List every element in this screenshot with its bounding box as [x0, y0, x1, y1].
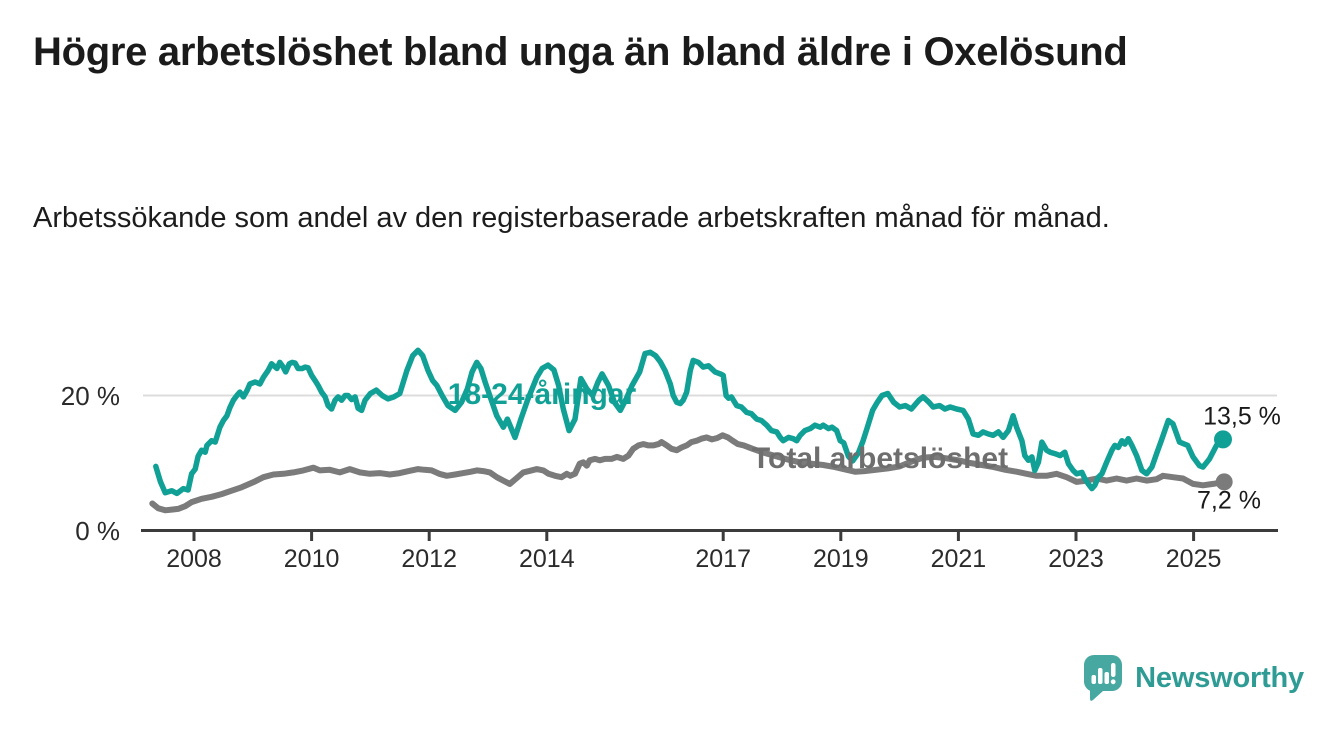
page-title: Högre arbetslöshet bland unga än bland ä…: [33, 30, 1128, 74]
speech-bubble-shape: [1084, 655, 1123, 701]
x-tick-label-2012: 2012: [401, 545, 457, 573]
end-value-label-youth: 13,5 %: [1203, 402, 1281, 431]
x-tick-label-2014: 2014: [518, 545, 575, 573]
youth-series-endpoint-dot: [1214, 430, 1232, 449]
exclamation-dot: [1110, 679, 1116, 685]
x-tick-label-2008: 2008: [166, 545, 222, 573]
end-value-label-total: 7,2 %: [1197, 486, 1261, 515]
bar-1: [1091, 675, 1097, 684]
x-tick-label-2019: 2019: [812, 545, 869, 573]
newsworthy-logo-icon: [1084, 655, 1123, 701]
x-tick-label-2025: 2025: [1165, 545, 1222, 573]
x-tick-label-2021: 2021: [930, 545, 987, 573]
series-label-total: Total arbetslöshet: [751, 442, 1009, 475]
total-series-line: [149, 432, 1228, 514]
newsworthy-branding: Newsworthy: [1084, 655, 1304, 701]
x-tick-label-2010: 2010: [283, 545, 340, 573]
youth-series-line: [153, 347, 1226, 497]
chart-subtitle: Arbetssökande som andel av den registerb…: [33, 202, 1110, 234]
y-tick-label-0: 0 %: [75, 515, 120, 546]
series-label-youth: 18-24-åringar: [447, 378, 637, 411]
x-tick-label-2017: 2017: [695, 545, 751, 573]
exclamation-bar: [1111, 663, 1116, 677]
brand-wordmark: Newsworthy: [1135, 661, 1304, 694]
bar-3: [1104, 672, 1110, 684]
x-tick-label-2023: 2023: [1048, 545, 1104, 573]
bar-2: [1098, 668, 1103, 684]
total-series-endpoint-dot: [1215, 473, 1233, 491]
y-tick-label-20: 20 %: [60, 380, 120, 411]
